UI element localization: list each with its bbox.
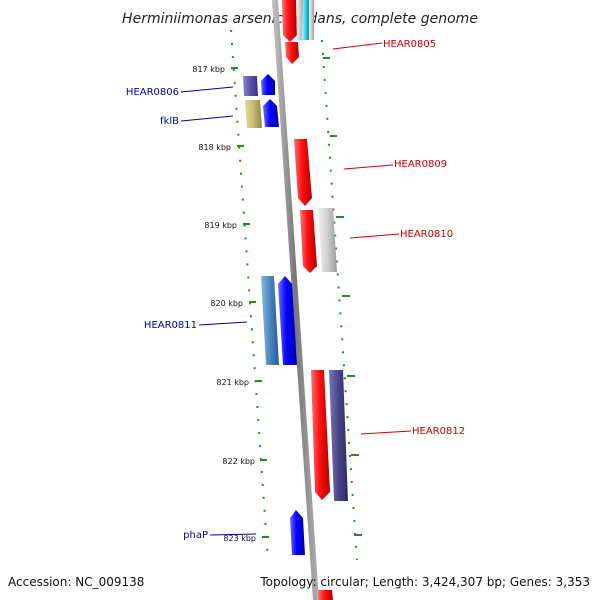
scale-ticks: 817 kbp 818 kbp 819 kbp 820 kbp 821 kbp …: [192, 57, 362, 543]
label-hear0810[interactable]: HEAR0810: [400, 229, 453, 240]
label-hear0811[interactable]: HEAR0811: [144, 320, 197, 331]
label-fklb[interactable]: fklB: [160, 116, 179, 127]
tick-817kbp: 817 kbp: [192, 65, 225, 74]
genome-backbone: [272, 0, 319, 600]
gene-hear0809[interactable]: [294, 139, 312, 206]
tick-822kbp: 822 kbp: [222, 457, 255, 466]
gene-hear0812[interactable]: [311, 370, 330, 500]
gene-blue-3[interactable]: [278, 276, 297, 365]
tick-823kbp: 823 kbp: [223, 534, 256, 543]
gene-hear0812-neighbor[interactable]: [329, 370, 348, 501]
gene-hear0810-neighbor[interactable]: [318, 208, 337, 272]
inner-tick-ring: [230, 29, 269, 561]
gene-top-cluster: [282, 0, 314, 64]
gene-hear0805[interactable]: [285, 42, 299, 64]
gene-hear0806[interactable]: [243, 76, 258, 96]
tick-819kbp: 819 kbp: [204, 221, 237, 230]
tick-818kbp: 818 kbp: [198, 143, 231, 152]
gene-blue-2[interactable]: [263, 99, 279, 127]
label-hear0805[interactable]: HEAR0805: [383, 39, 436, 50]
gene-phap[interactable]: [290, 510, 305, 555]
footer-topology: Topology: circular; Length: 3,424,307 bp…: [259, 575, 590, 589]
label-hear0806[interactable]: HEAR0806: [126, 87, 179, 98]
label-phap[interactable]: phaP: [183, 530, 208, 541]
label-hear0809[interactable]: HEAR0809: [394, 159, 447, 170]
gene-blue-1[interactable]: [261, 74, 275, 95]
tick-820kbp: 820 kbp: [210, 299, 243, 308]
gene-hear0810[interactable]: [300, 210, 317, 273]
gene-fklb[interactable]: [245, 100, 262, 128]
footer-accession: Accession: NC_009138: [8, 575, 144, 589]
gene-bottom-partial: [318, 590, 333, 600]
tick-821kbp: 821 kbp: [216, 378, 249, 387]
outer-tick-ring: [321, 39, 358, 561]
gene-hear0811[interactable]: [261, 276, 279, 365]
label-hear0812[interactable]: HEAR0812: [412, 426, 465, 437]
label-leaders: [180, 42, 412, 536]
